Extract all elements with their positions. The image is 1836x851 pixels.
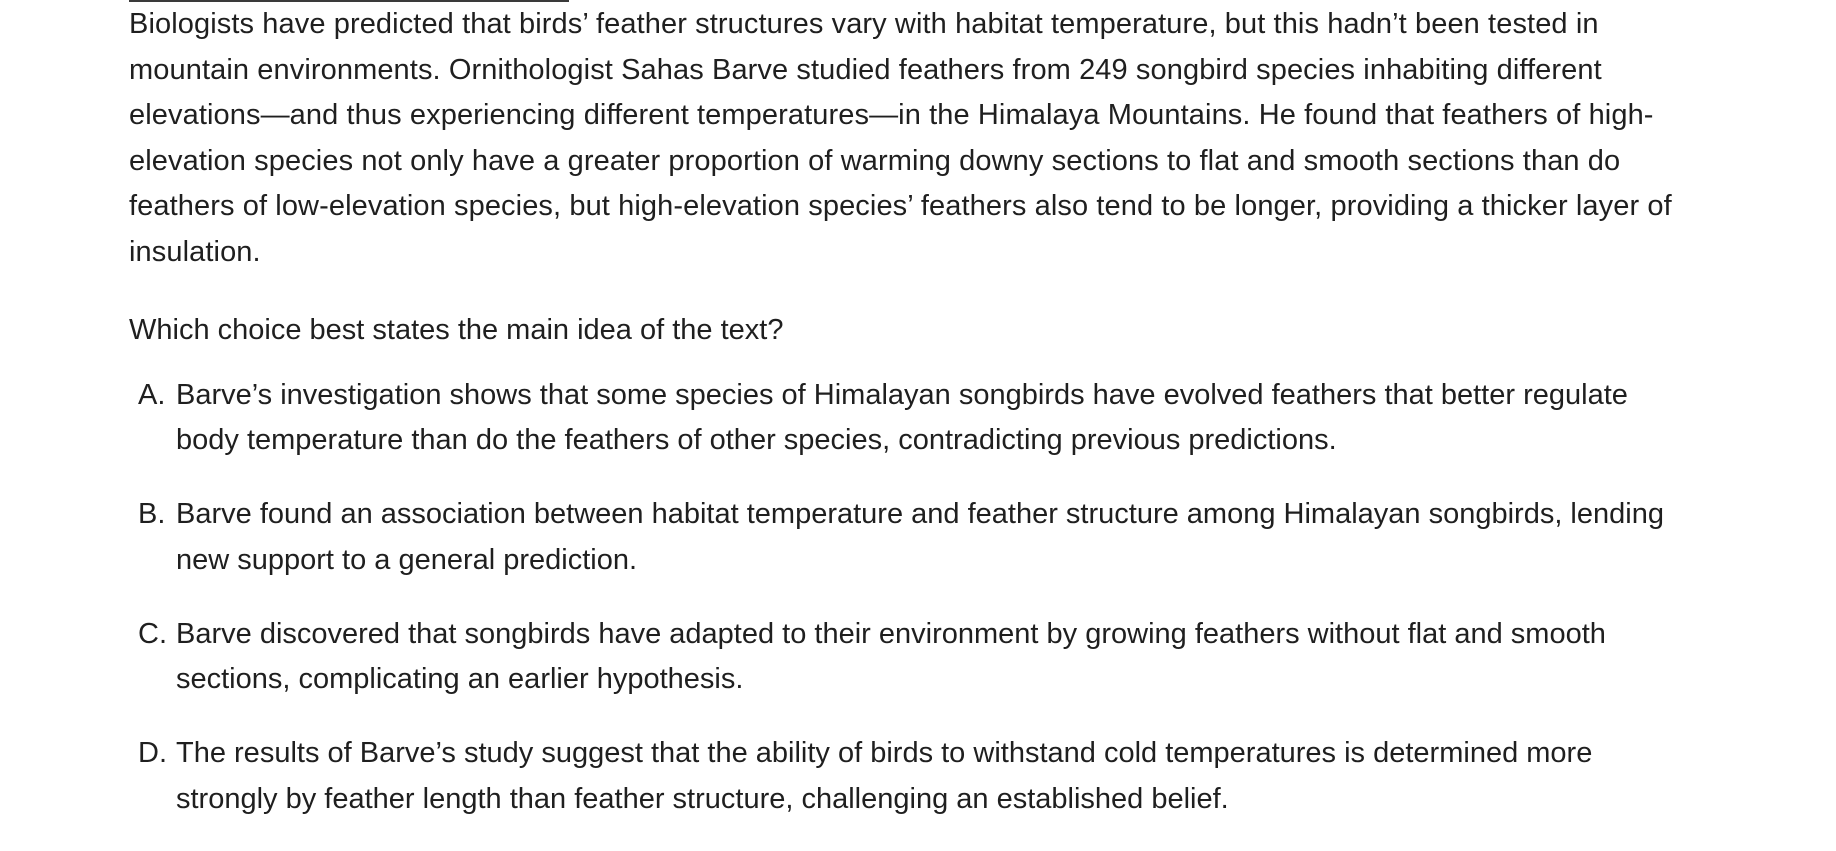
choice-text: The results of Barve’s study suggest tha… bbox=[176, 737, 1593, 815]
choice-text: Barve found an association between habit… bbox=[176, 498, 1664, 576]
choice-text: Barve’s investigation shows that some sp… bbox=[176, 378, 1628, 457]
choice-d[interactable]: D. The results of Barve’s study suggest … bbox=[129, 731, 1709, 822]
choice-letter: A. bbox=[138, 378, 166, 411]
choice-letter: D. bbox=[138, 737, 167, 769]
question-prompt: Which choice best states the main idea o… bbox=[129, 314, 784, 346]
top-divider bbox=[129, 0, 569, 2]
choice-text: Barve discovered that songbirds have ada… bbox=[176, 617, 1606, 696]
choice-a[interactable]: A. Barve’s investigation shows that some… bbox=[129, 373, 1709, 464]
choice-letter: B. bbox=[138, 498, 166, 530]
choice-letter: C. bbox=[138, 617, 167, 650]
question-page: Biologists have predicted that birds’ fe… bbox=[129, 0, 1709, 851]
passage-text: Biologists have predicted that birds’ fe… bbox=[129, 8, 1672, 268]
choice-c[interactable]: C. Barve discovered that songbirds have … bbox=[129, 612, 1709, 703]
answer-choices: A. Barve’s investigation shows that some… bbox=[129, 373, 1709, 823]
choice-b[interactable]: B. Barve found an association between ha… bbox=[129, 492, 1709, 583]
